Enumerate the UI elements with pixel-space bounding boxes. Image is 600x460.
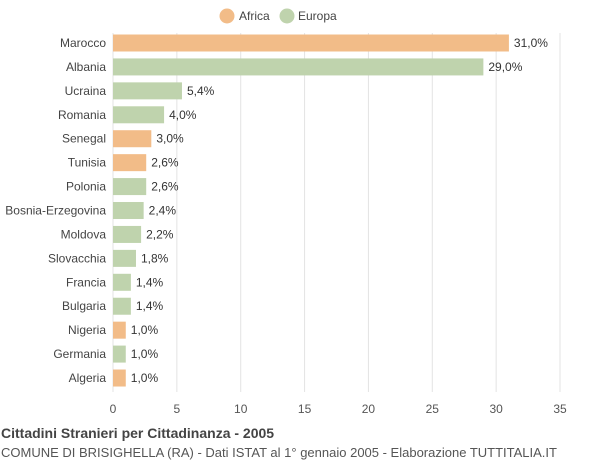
bar-polonia (113, 178, 147, 196)
category-label: Moldova (61, 227, 107, 241)
x-axis: 0 5 10 15 20 25 30 35 (110, 402, 567, 416)
value-label: 4,0% (169, 108, 197, 122)
category-label: Senegal (62, 132, 106, 146)
value-label: 1,0% (131, 323, 159, 337)
bar-slovacchia (113, 249, 136, 267)
category-label: Marocco (60, 36, 106, 50)
value-label: 31,0% (514, 36, 548, 50)
value-label: 29,0% (488, 60, 522, 74)
category-label: Francia (66, 275, 106, 289)
category-label: Slovacchia (48, 251, 106, 265)
value-label: 1,4% (136, 275, 164, 289)
category-label: Nigeria (68, 323, 106, 337)
value-label: 2,6% (151, 180, 179, 194)
bar-bosnia-erzegovina (113, 202, 144, 220)
x-tick-label: 0 (110, 402, 117, 416)
chart-title: Cittadini Stranieri per Cittadinanza - 2… (1, 425, 275, 441)
x-tick-label: 35 (553, 402, 567, 416)
bar-germania (113, 345, 126, 363)
category-label: Polonia (66, 180, 106, 194)
category-label: Bulgaria (62, 299, 106, 313)
bar-bulgaria (113, 297, 131, 315)
value-label: 1,8% (141, 251, 169, 265)
legend-swatch-africa (219, 8, 235, 24)
value-label: 3,0% (156, 132, 184, 146)
bar-tunisia (113, 154, 147, 172)
category-label: Bosnia-Erzegovina (5, 204, 106, 218)
bar-moldova (113, 225, 142, 243)
chart-subtitle: COMUNE DI BRISIGHELLA (RA) - Dati ISTAT … (1, 445, 557, 460)
category-label: Ucraina (65, 84, 107, 98)
chart-legend: Africa Europa (219, 8, 337, 24)
x-tick-label: 25 (426, 402, 440, 416)
x-tick-label: 5 (174, 402, 181, 416)
bar-ucraina (113, 82, 182, 100)
category-label: Tunisia (68, 156, 107, 170)
bar-nigeria (113, 321, 126, 339)
bar-romania (113, 106, 165, 124)
value-label: 2,4% (149, 204, 177, 218)
legend-label: Africa (239, 9, 270, 23)
legend-label: Europa (298, 9, 337, 23)
value-label: 1,0% (131, 347, 159, 361)
bar-algeria (113, 369, 126, 387)
legend-swatch-europa (279, 8, 295, 24)
x-tick-label: 30 (489, 402, 503, 416)
x-tick-label: 15 (298, 402, 312, 416)
category-label: Albania (66, 60, 106, 74)
value-label: 2,6% (151, 156, 179, 170)
chart-bars: Marocco 31,0% Albania 29,0% Ucraina 5,4% Roman… (5, 34, 548, 387)
bar-marocco (113, 34, 509, 52)
bar-senegal (113, 130, 152, 148)
bar-albania (113, 58, 484, 76)
category-label: Algeria (69, 371, 107, 385)
x-tick-label: 10 (234, 402, 248, 416)
x-tick-label: 20 (362, 402, 376, 416)
bar-francia (113, 273, 131, 291)
category-label: Romania (58, 108, 106, 122)
value-label: 5,4% (187, 84, 215, 98)
bar-chart: Africa Europa Marocco 31,0% Albania 29,0% Ucr… (5, 8, 567, 416)
value-label: 1,0% (131, 371, 159, 385)
value-label: 2,2% (146, 227, 174, 241)
value-label: 1,4% (136, 299, 164, 313)
category-label: Germania (53, 347, 106, 361)
